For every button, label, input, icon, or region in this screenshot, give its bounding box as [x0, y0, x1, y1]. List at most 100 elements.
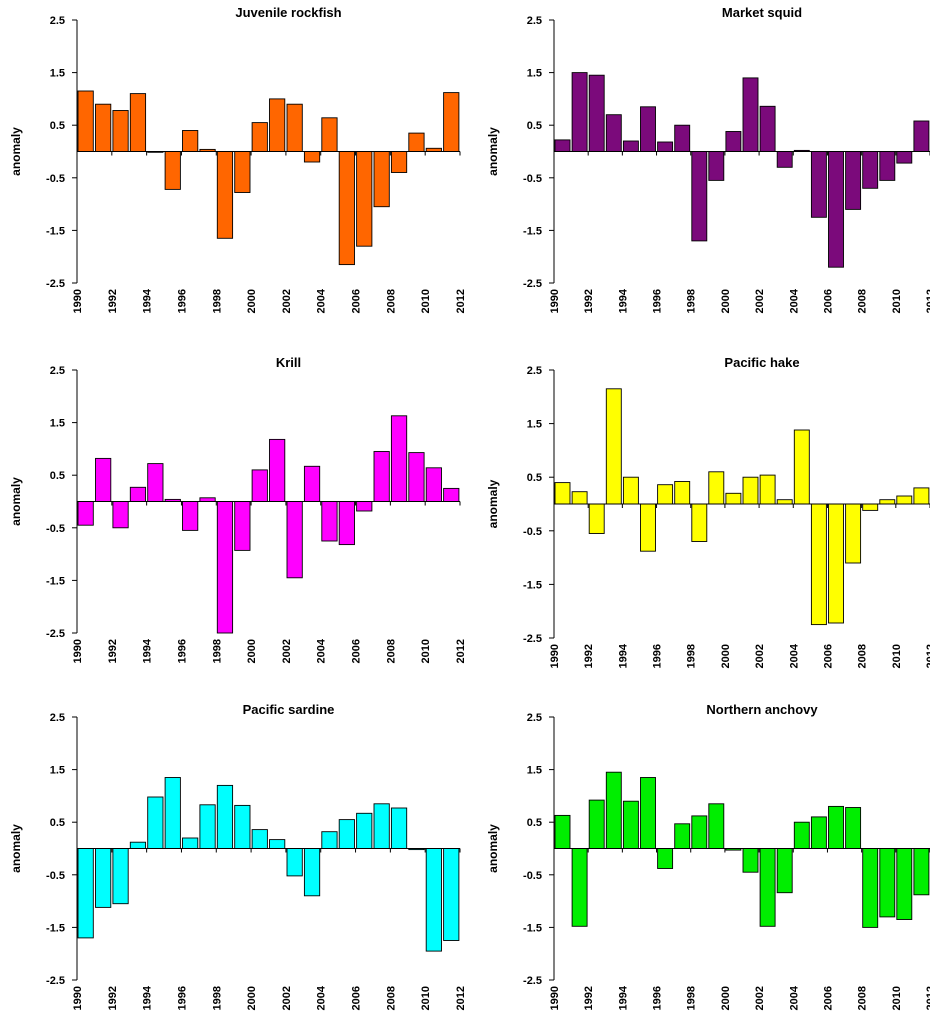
- x-tick-label: 2000: [720, 986, 732, 1010]
- bar: [622, 800, 639, 849]
- x-tick-label: 2012: [455, 289, 467, 313]
- bar: [425, 848, 442, 952]
- x-tick-label: 1990: [549, 289, 561, 313]
- bar: [286, 848, 303, 877]
- bar: [674, 481, 691, 505]
- x-tick-label: 1994: [142, 288, 154, 313]
- bar: [356, 151, 373, 247]
- y-tick-label: 1.5: [50, 418, 65, 430]
- bar: [913, 848, 930, 896]
- bar: [913, 487, 930, 505]
- bar: [443, 92, 460, 152]
- y-tick-label: 1.5: [527, 765, 542, 777]
- bar: [234, 501, 251, 551]
- x-tick-label: 1990: [72, 639, 84, 663]
- bar: [725, 131, 742, 152]
- y-tick-label: 2.5: [527, 712, 542, 724]
- x-tick-label: 1996: [652, 289, 664, 313]
- bar: [269, 839, 286, 849]
- bar: [742, 476, 759, 505]
- bar: [251, 469, 268, 502]
- bar: [913, 120, 930, 152]
- x-tick-label: 2012: [925, 644, 930, 668]
- x-tick-label: 2006: [822, 986, 834, 1010]
- bar: [571, 848, 588, 927]
- bar: [605, 114, 622, 152]
- y-tick-label: -1.5: [523, 922, 542, 934]
- bar: [862, 151, 879, 189]
- x-tick-label: 1998: [211, 289, 223, 313]
- bar: [164, 777, 181, 849]
- bar: [95, 103, 112, 152]
- bar: [759, 105, 776, 152]
- x-tick-label: 2008: [857, 986, 869, 1010]
- bar: [408, 452, 425, 502]
- bar: [657, 141, 674, 152]
- bar: [571, 491, 588, 505]
- y-axis-label: anomaly: [9, 477, 23, 526]
- x-tick-label: 1996: [176, 289, 188, 313]
- chart-title: Pacific sardine: [243, 702, 335, 717]
- bar: [356, 812, 373, 849]
- bar: [674, 823, 691, 849]
- chart-panel: 2.5 1.5 0.5 -0.5 -1.5 -2.5 1990 1992 1994 1996 199…: [486, 5, 930, 313]
- x-tick-label: 2000: [246, 639, 258, 663]
- bar: [95, 457, 112, 502]
- bar: [269, 438, 286, 502]
- x-tick-label: 2002: [754, 986, 766, 1010]
- x-tick-label: 2012: [455, 639, 467, 663]
- x-tick-label: 2002: [754, 289, 766, 313]
- x-tick-label: 1998: [686, 986, 698, 1010]
- x-tick-label: 2002: [281, 986, 293, 1010]
- bar: [95, 848, 112, 908]
- y-tick-label: 1.5: [50, 68, 65, 80]
- bar: [759, 848, 776, 927]
- x-tick-label: 1992: [583, 644, 595, 668]
- y-tick-label: -1.5: [46, 922, 65, 934]
- bar: [896, 495, 913, 505]
- bar: [810, 503, 827, 626]
- bar: [373, 803, 390, 849]
- x-tick-label: 1992: [107, 986, 119, 1010]
- y-tick-label: 1.5: [527, 419, 542, 431]
- bar: [862, 848, 879, 928]
- bar: [588, 503, 605, 534]
- bar: [845, 807, 862, 849]
- y-tick-label: -2.5: [523, 975, 542, 987]
- bar: [251, 829, 268, 849]
- x-tick-label: 2004: [316, 288, 328, 313]
- bar: [112, 848, 129, 905]
- y-tick-label: -2.5: [523, 633, 542, 645]
- x-tick-label: 1998: [211, 986, 223, 1010]
- bar: [269, 98, 286, 152]
- chart-title: Krill: [276, 355, 301, 370]
- bar: [793, 821, 810, 849]
- bar: [251, 122, 268, 152]
- x-tick-label: 2010: [420, 639, 432, 663]
- bar: [776, 499, 793, 505]
- bar: [554, 482, 571, 505]
- x-tick-label: 1990: [549, 644, 561, 668]
- bar: [657, 848, 674, 869]
- x-tick-label: 1990: [72, 289, 84, 313]
- bar: [810, 151, 827, 218]
- x-tick-label: 1998: [686, 644, 698, 668]
- bar: [216, 151, 234, 239]
- bar: [879, 151, 896, 181]
- bar: [674, 124, 691, 152]
- x-tick-label: 2006: [351, 639, 363, 663]
- bar: [742, 848, 759, 873]
- bar: [605, 771, 622, 849]
- bar: [338, 501, 355, 546]
- chart-title: Juvenile rockfish: [235, 5, 341, 20]
- x-tick-label: 2002: [281, 289, 293, 313]
- y-tick-label: 0.5: [527, 472, 542, 484]
- bar: [338, 819, 355, 849]
- bar: [828, 151, 844, 268]
- bar: [622, 476, 639, 505]
- x-tick-label: 1994: [142, 638, 154, 663]
- x-tick-label: 2010: [891, 289, 903, 313]
- y-tick-label: 2.5: [50, 365, 65, 377]
- y-axis-label: anomaly: [486, 479, 500, 528]
